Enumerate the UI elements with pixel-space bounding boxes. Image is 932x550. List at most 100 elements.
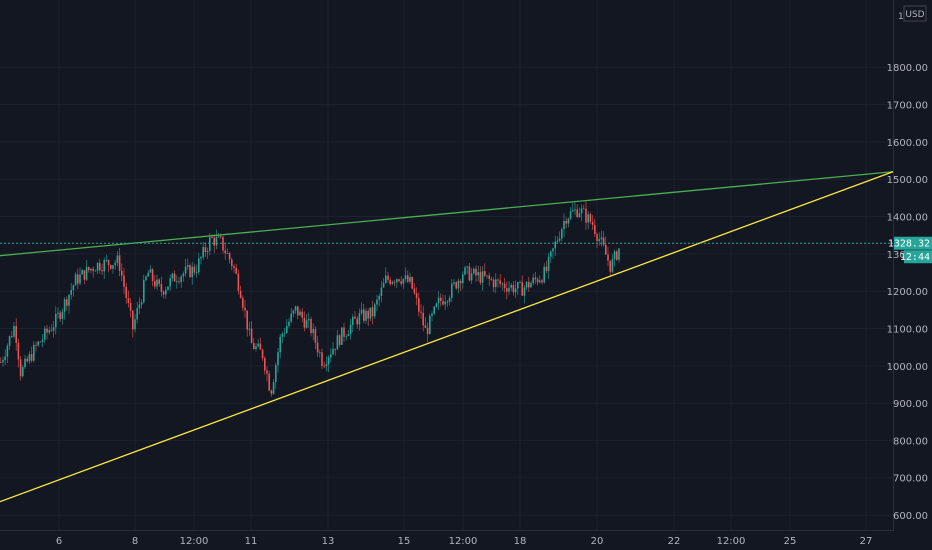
candle-body (587, 214, 589, 223)
candle-body (2, 359, 4, 363)
candle-body (391, 281, 394, 284)
price-tick-label: 1800.00 (887, 63, 928, 74)
candle-body (308, 319, 310, 321)
candle-body (149, 269, 152, 273)
price-tick-label: 1200.00 (887, 287, 928, 298)
candle-body (514, 288, 517, 293)
candle-body (600, 237, 603, 240)
candle-body (495, 279, 497, 288)
candle-body (61, 311, 64, 320)
candle-body (35, 344, 37, 346)
candle-body (523, 287, 526, 296)
candle-body (415, 293, 418, 299)
candle-body (547, 256, 550, 272)
candle-body (200, 257, 202, 259)
candle-body (182, 273, 185, 277)
candle-body (270, 390, 273, 394)
candle-body (4, 356, 6, 360)
candle-body (431, 313, 433, 316)
candle-body (360, 309, 363, 314)
candle-body (292, 310, 295, 314)
candle-body (343, 327, 345, 337)
candle-body (94, 270, 97, 272)
time-tick-label: 25 (784, 536, 797, 547)
candle-body (268, 373, 270, 391)
candle-body (288, 321, 290, 327)
candle-body (525, 281, 528, 288)
candle-body (530, 283, 532, 288)
candle-body (242, 297, 244, 308)
trendlines[interactable] (0, 171, 894, 503)
candle-body (565, 220, 567, 224)
candle-body (154, 281, 156, 287)
candle-body (323, 365, 325, 367)
candle-body (250, 328, 253, 344)
candle-body (162, 291, 165, 295)
candle-body (422, 312, 424, 326)
candle-body (167, 286, 169, 290)
candle-body (490, 278, 493, 280)
candle-body (41, 339, 44, 342)
candle-body (400, 281, 402, 284)
candle-body (281, 333, 284, 337)
time-tick-label: 22 (668, 536, 681, 547)
candle-body (33, 344, 35, 361)
candle-body (618, 248, 620, 260)
time-axis: 6 8 12:00 11 13 15 12:00 18 20 22 12:00 25 27 (56, 536, 873, 547)
last-price-countdown: 12:44 (900, 252, 930, 263)
candle-body (99, 262, 101, 271)
candle-body (508, 287, 510, 292)
candle-body (239, 290, 242, 298)
candle-body (17, 342, 20, 360)
candle-body (435, 303, 438, 307)
candles (0, 201, 620, 397)
candle-body (387, 275, 389, 280)
candle-body (134, 319, 136, 330)
price-axis-panel[interactable] (894, 0, 932, 530)
candle-body (376, 299, 378, 305)
candle-body (466, 266, 468, 268)
candle-body (470, 273, 473, 281)
currency-label-box[interactable] (903, 5, 927, 22)
price-tick-label: 1400.00 (887, 212, 928, 223)
candle-body (198, 258, 200, 273)
candle-body (327, 357, 330, 365)
candle-body (539, 280, 541, 283)
candle-body (19, 359, 22, 377)
candle-body (257, 343, 259, 347)
candle-body (160, 283, 163, 292)
candle-body (173, 273, 176, 282)
candle-body (462, 274, 464, 284)
candle-body (316, 342, 319, 353)
time-tick-label: 11 (245, 536, 258, 547)
candle-body (334, 348, 336, 350)
currency-label: USD (905, 10, 924, 20)
trendline-resistance[interactable] (0, 171, 894, 257)
candle-body (68, 294, 70, 306)
candle-body (569, 211, 572, 219)
candle-body (578, 213, 581, 217)
candle-body (107, 260, 110, 266)
time-tick-label: 15 (398, 536, 411, 547)
candle-body (145, 276, 147, 281)
candle-body (52, 327, 55, 331)
trendline-support[interactable] (0, 171, 894, 503)
candle-body (72, 285, 75, 291)
candle-body (468, 266, 471, 281)
time-tick-label: 12:00 (180, 536, 209, 547)
candle-body (532, 277, 534, 284)
price-tick-label: 1000.00 (887, 362, 928, 373)
candle-body (297, 306, 299, 316)
candle-body (325, 364, 328, 367)
candle-body (286, 326, 288, 333)
candle-body (158, 279, 160, 284)
time-axis-panel[interactable] (0, 530, 894, 550)
candle-body (409, 277, 411, 282)
candle-body (277, 352, 279, 366)
candle-body (279, 336, 281, 353)
candle-body (497, 279, 499, 281)
candle-body (591, 221, 594, 225)
candle-body (90, 268, 92, 271)
candle-body (385, 275, 387, 283)
